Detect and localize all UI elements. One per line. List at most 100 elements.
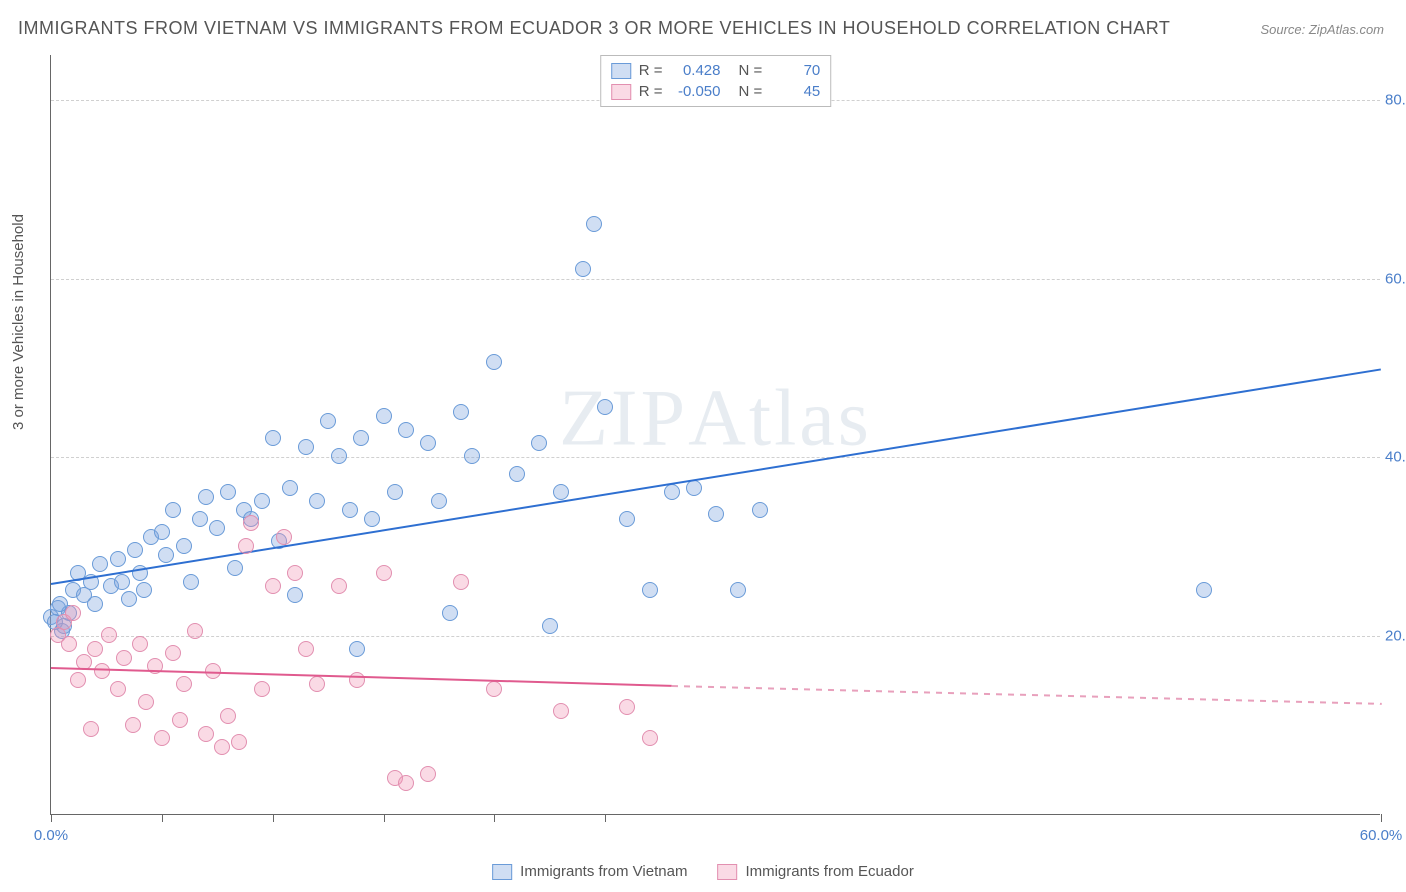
data-point (398, 775, 414, 791)
data-point (531, 435, 547, 451)
data-point (586, 216, 602, 232)
data-point (453, 404, 469, 420)
data-point (276, 529, 292, 545)
data-point (125, 717, 141, 733)
series-legend: Immigrants from Vietnam Immigrants from E… (492, 863, 914, 880)
data-point (198, 726, 214, 742)
stats-legend-row: R = 0.428 N = 70 (611, 60, 821, 81)
y-tick-label: 20.0% (1385, 628, 1406, 645)
data-point (619, 699, 635, 715)
data-point (542, 618, 558, 634)
data-point (287, 565, 303, 581)
data-point (132, 636, 148, 652)
x-tick-label: 0.0% (34, 827, 68, 844)
data-point (94, 663, 110, 679)
data-point (642, 730, 658, 746)
data-point (209, 520, 225, 536)
data-point (331, 578, 347, 594)
data-point (183, 574, 199, 590)
n-label: N = (739, 83, 763, 100)
data-point (287, 587, 303, 603)
data-point (431, 493, 447, 509)
n-label: N = (739, 62, 763, 79)
n-value: 45 (770, 83, 820, 100)
data-point (553, 484, 569, 500)
data-point (83, 721, 99, 737)
x-tick (384, 814, 385, 822)
data-point (619, 511, 635, 527)
data-point (265, 578, 281, 594)
data-point (486, 354, 502, 370)
data-point (453, 574, 469, 590)
data-point (127, 542, 143, 558)
series-legend-item: Immigrants from Vietnam (492, 863, 687, 880)
watermark-zip: ZIP (559, 375, 688, 463)
plot-area: ZIPAtlas R =0.428N =70R =-0.050N =45 20.… (50, 55, 1380, 815)
data-point (87, 596, 103, 612)
data-point (420, 766, 436, 782)
data-point (752, 502, 768, 518)
data-point (138, 694, 154, 710)
data-point (243, 515, 259, 531)
data-point (231, 734, 247, 750)
source-attribution: Source: ZipAtlas.com (1260, 22, 1384, 37)
data-point (349, 641, 365, 657)
data-point (214, 739, 230, 755)
data-point (442, 605, 458, 621)
y-axis-label: 3 or more Vehicles in Household (10, 214, 27, 430)
r-label: R = (639, 62, 663, 79)
data-point (265, 430, 281, 446)
legend-swatch (611, 63, 631, 79)
data-point (331, 448, 347, 464)
data-point (165, 502, 181, 518)
data-point (92, 556, 108, 572)
data-point (376, 408, 392, 424)
data-point (298, 439, 314, 455)
y-tick-label: 80.0% (1385, 91, 1406, 108)
data-point (61, 636, 77, 652)
data-point (70, 672, 86, 688)
data-point (254, 493, 270, 509)
data-point (158, 547, 174, 563)
data-point (420, 435, 436, 451)
data-point (198, 489, 214, 505)
data-point (220, 708, 236, 724)
data-point (349, 672, 365, 688)
stats-legend: R =0.428N =70R =-0.050N =45 (600, 55, 832, 107)
legend-swatch (611, 84, 631, 100)
legend-swatch (717, 864, 737, 880)
data-point (101, 627, 117, 643)
data-point (376, 565, 392, 581)
data-point (282, 480, 298, 496)
x-tick (51, 814, 52, 822)
x-tick (1381, 814, 1382, 822)
data-point (597, 399, 613, 415)
gridline (51, 636, 1380, 637)
x-tick (605, 814, 606, 822)
series-legend-item: Immigrants from Ecuador (717, 863, 913, 880)
data-point (364, 511, 380, 527)
watermark-atlas: Atlas (688, 375, 872, 463)
x-tick (494, 814, 495, 822)
data-point (227, 560, 243, 576)
data-point (65, 605, 81, 621)
data-point (187, 623, 203, 639)
r-value: 0.428 (671, 62, 721, 79)
gridline (51, 279, 1380, 280)
data-point (309, 493, 325, 509)
data-point (342, 502, 358, 518)
data-point (553, 703, 569, 719)
gridline (51, 457, 1380, 458)
x-tick-label: 60.0% (1360, 827, 1403, 844)
y-tick-label: 60.0% (1385, 270, 1406, 287)
data-point (1196, 582, 1212, 598)
data-point (238, 538, 254, 554)
data-point (121, 591, 137, 607)
data-point (730, 582, 746, 598)
data-point (298, 641, 314, 657)
data-point (165, 645, 181, 661)
n-value: 70 (770, 62, 820, 79)
data-point (575, 261, 591, 277)
data-point (486, 681, 502, 697)
r-label: R = (639, 83, 663, 100)
